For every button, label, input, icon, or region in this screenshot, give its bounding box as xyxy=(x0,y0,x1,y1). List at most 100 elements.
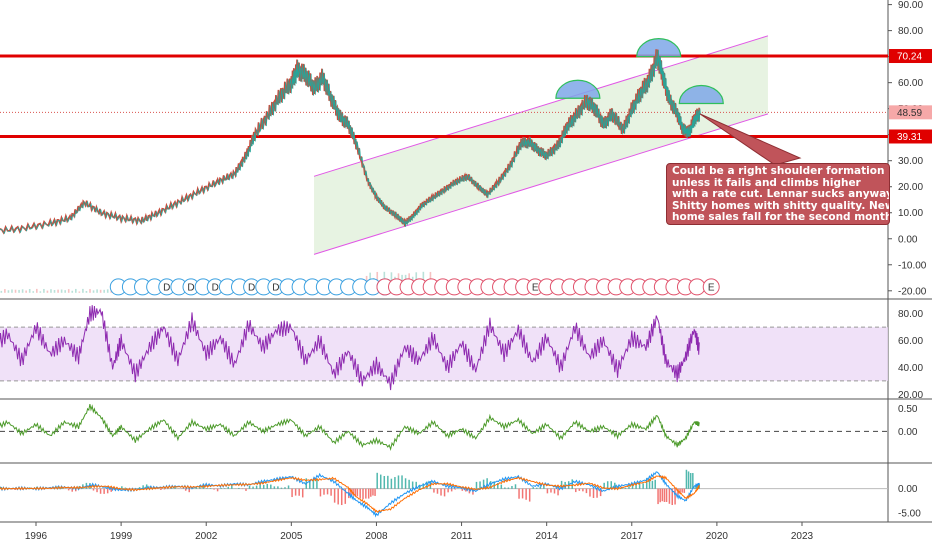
macd-histogram-bar xyxy=(309,479,311,489)
volume-bar xyxy=(39,291,42,293)
macd-histogram-bar xyxy=(575,488,577,493)
macd-histogram-bar xyxy=(528,488,531,502)
rsi-series-line[interactable] xyxy=(0,305,700,391)
macd-histogram-bar xyxy=(298,488,300,496)
macd-histogram-bar xyxy=(323,488,325,495)
macd-histogram-bar xyxy=(60,486,63,489)
macd-histogram-bar xyxy=(291,488,293,498)
time-axis-tick-label: 2014 xyxy=(536,531,559,542)
macd-histogram-bar xyxy=(404,478,407,489)
volume-bar xyxy=(92,290,95,293)
macd-histogram-bar xyxy=(160,488,162,491)
macd-histogram-bar xyxy=(592,488,595,498)
macd-signal-line[interactable] xyxy=(0,475,700,513)
macd-histogram-bar xyxy=(333,488,336,503)
rsi-band-fill xyxy=(0,327,888,381)
volume-bar xyxy=(25,290,27,293)
price-pane[interactable]: 70.24 39.31 48.59 D D D D D E E xyxy=(0,35,932,296)
macd-histogram-bar xyxy=(273,486,276,489)
macd-histogram-bar xyxy=(614,482,616,489)
annotation-callout[interactable]: Could be a right shoulder formation unle… xyxy=(666,163,890,225)
event-marker-label: D xyxy=(272,282,279,293)
oscillator-pane[interactable]: 0.50 0.00 xyxy=(0,404,918,452)
horizontal-level-label: 39.31 xyxy=(897,132,922,143)
macd-histogram-bar xyxy=(683,488,686,493)
oscillator-axis-tick-label: 0.00 xyxy=(898,427,918,438)
price-series-line[interactable] xyxy=(0,49,701,235)
macd-histogram-bar xyxy=(344,488,347,504)
volume-bar xyxy=(57,289,59,293)
macd-histogram-bar xyxy=(665,488,668,502)
macd-axis-tick-label: 0.00 xyxy=(898,484,918,495)
event-marker-label: E xyxy=(532,282,539,293)
volume-bar xyxy=(43,288,45,293)
macd-histogram-bar xyxy=(145,484,148,489)
volume-bar xyxy=(103,289,105,293)
macd-histogram-bar xyxy=(694,487,696,489)
macd-histogram-bar xyxy=(188,488,190,493)
macd-histogram-bar xyxy=(638,482,641,489)
macd-line[interactable] xyxy=(0,471,700,518)
macd-histogram-bar xyxy=(518,488,520,499)
annotation-pointer xyxy=(699,113,802,166)
macd-histogram-bar xyxy=(415,481,417,489)
volume-bar xyxy=(60,289,63,293)
macd-histogram-bar xyxy=(138,487,141,489)
macd-histogram-bar xyxy=(319,488,322,497)
macd-histogram-bar xyxy=(163,488,166,490)
macd-pane[interactable]: 0.00 -5.00 xyxy=(0,469,921,519)
macd-histogram-bar xyxy=(631,484,634,489)
macd-histogram-bar xyxy=(312,480,315,489)
macd-histogram-bar xyxy=(354,488,356,497)
macd-histogram-bar xyxy=(651,480,654,489)
volume-bar xyxy=(11,289,13,293)
volume-bar xyxy=(0,290,3,293)
macd-histogram-bar xyxy=(174,485,176,489)
macd-histogram-bar xyxy=(511,485,513,489)
macd-histogram-bar xyxy=(525,488,527,500)
macd-histogram-bar xyxy=(596,488,598,498)
volume-bar xyxy=(14,289,17,293)
macd-histogram-bar xyxy=(379,474,382,489)
macd-histogram-bar xyxy=(677,488,679,496)
macd-histogram-bar xyxy=(482,479,485,489)
macd-histogram-bar xyxy=(365,488,367,499)
macd-histogram-bar xyxy=(621,487,623,489)
macd-histogram-bar xyxy=(504,487,506,489)
volume-bar xyxy=(21,289,24,293)
macd-histogram-bar xyxy=(539,486,542,489)
event-marker-label: D xyxy=(163,282,170,293)
macd-histogram-bar xyxy=(689,473,692,489)
macd-histogram-bar xyxy=(248,485,251,489)
macd-histogram-bar xyxy=(610,481,612,489)
macd-histogram-bar xyxy=(429,481,432,489)
price-axis-tick-label: -10.00 xyxy=(898,260,927,271)
macd-histogram-bar xyxy=(582,488,584,492)
rsi-axis-tick-label: 20.00 xyxy=(898,390,923,401)
macd-histogram-bar xyxy=(350,488,352,497)
volume-bar xyxy=(36,288,38,293)
macd-histogram-bar xyxy=(532,487,534,489)
time-axis-tick-label: 2020 xyxy=(706,531,729,542)
macd-histogram-bar xyxy=(589,488,591,497)
macd-histogram-bar xyxy=(103,488,105,494)
last-price-label: 48.59 xyxy=(897,108,922,119)
event-marker[interactable] xyxy=(688,278,706,296)
volume-bar xyxy=(28,289,31,293)
rsi-pane[interactable]: 80.00 60.00 40.00 20.00 xyxy=(0,305,923,401)
macd-histogram-bar xyxy=(654,479,656,489)
oscillator-axis-tick-label: 0.50 xyxy=(898,404,918,415)
volume-bar xyxy=(99,289,102,293)
macd-histogram-bar xyxy=(397,475,400,489)
macd-histogram-bar xyxy=(301,488,304,498)
macd-histogram-bar xyxy=(124,487,127,489)
oscillator-series-line[interactable] xyxy=(0,404,700,452)
macd-histogram-bar xyxy=(461,488,464,491)
horizontal-level-label-bg xyxy=(889,49,932,64)
macd-histogram-bar xyxy=(110,488,112,492)
time-axis-tick-label: 2002 xyxy=(195,531,218,542)
macd-histogram-bar xyxy=(376,472,378,489)
macd-histogram-bar xyxy=(642,483,644,489)
event-marker[interactable] xyxy=(702,278,720,296)
